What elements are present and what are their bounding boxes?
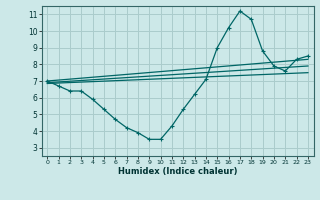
X-axis label: Humidex (Indice chaleur): Humidex (Indice chaleur) [118, 167, 237, 176]
